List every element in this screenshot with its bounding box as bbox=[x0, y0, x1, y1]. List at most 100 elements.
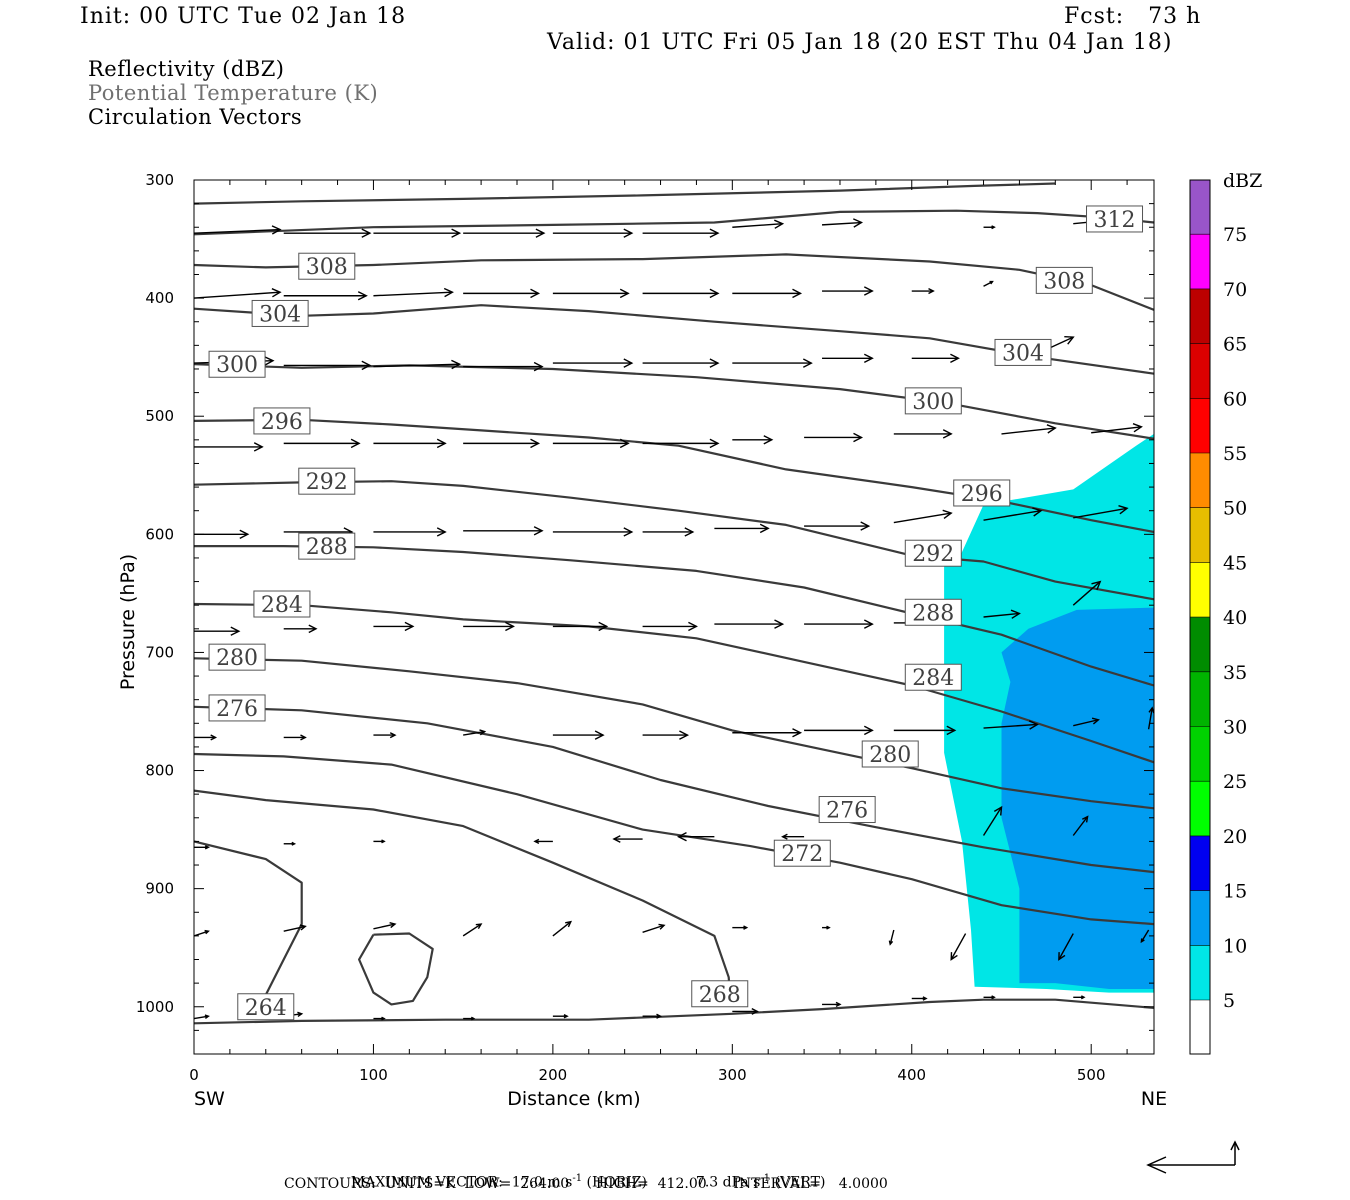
vector-head bbox=[863, 619, 874, 629]
circulation-vector bbox=[283, 360, 372, 371]
circulation-vector bbox=[804, 619, 874, 629]
contour-label-box bbox=[904, 663, 962, 691]
contour-label-box bbox=[253, 590, 311, 618]
contour-label-box bbox=[904, 598, 962, 626]
vector-head bbox=[1140, 938, 1145, 944]
colorbar-tick-label: 30 bbox=[1223, 717, 1247, 739]
colorbar-tick-label: 75 bbox=[1223, 224, 1247, 246]
contour-label-box bbox=[251, 299, 309, 327]
vector-head bbox=[535, 228, 546, 238]
vector-head bbox=[436, 527, 447, 537]
vector-head bbox=[291, 841, 297, 846]
vector-head bbox=[470, 1016, 476, 1021]
contour-label-box bbox=[1035, 266, 1093, 294]
contour-label-box bbox=[1086, 205, 1144, 233]
vector-head bbox=[991, 995, 996, 1000]
circulation-vector bbox=[193, 288, 282, 299]
contour-label: 284 bbox=[904, 663, 962, 691]
vector-head bbox=[264, 356, 275, 366]
vector-shaft bbox=[193, 228, 281, 234]
y-tick-label: 400 bbox=[145, 289, 174, 307]
circulation-vector bbox=[463, 1016, 476, 1021]
contour-label-box bbox=[861, 740, 919, 768]
vector-shaft bbox=[1058, 933, 1074, 960]
circulation-vector bbox=[283, 734, 307, 741]
reference-vector-vert-head bbox=[1230, 1140, 1240, 1151]
colorbar-bin-35 bbox=[1190, 617, 1210, 672]
vector-head bbox=[533, 838, 540, 845]
axes-layer: 0 100 200 300 400 500 300 400 500 600 700 800 900 100… bbox=[117, 171, 1167, 1110]
circulation-vector bbox=[552, 438, 630, 449]
vector-shaft bbox=[373, 291, 453, 297]
vector-head bbox=[271, 288, 282, 298]
circulation-vector bbox=[983, 609, 1021, 619]
contour-label-text: 276 bbox=[216, 697, 258, 722]
contour-label-box bbox=[953, 479, 1011, 507]
circulation-vector bbox=[1072, 815, 1089, 836]
contour-label: 280 bbox=[208, 643, 266, 671]
contour-label-text: 304 bbox=[1002, 341, 1044, 366]
circulation-vector bbox=[911, 287, 935, 295]
field-reflectivity: Reflectivity (dBZ) bbox=[88, 57, 285, 81]
vector-head bbox=[350, 438, 361, 449]
colorbar-bin-70 bbox=[1190, 234, 1210, 289]
circulation-vector bbox=[463, 288, 541, 299]
circulation-vector bbox=[373, 732, 397, 739]
colorbar-bin-60 bbox=[1190, 343, 1210, 399]
circulation-vector bbox=[373, 621, 415, 632]
x-end-label-sw: SW bbox=[194, 1088, 225, 1110]
contour-label-text: 304 bbox=[259, 302, 301, 327]
contour-label: 292 bbox=[298, 467, 356, 495]
colorbar-tick-label: 10 bbox=[1223, 935, 1247, 957]
colorbar-bin-75 bbox=[1190, 179, 1210, 235]
vector-head bbox=[792, 728, 803, 738]
max-vector-horiz: 17.0 m s bbox=[511, 1174, 573, 1191]
vector-head bbox=[533, 361, 544, 372]
colorbar-bin-65 bbox=[1190, 288, 1210, 344]
circulation-vector bbox=[463, 438, 541, 449]
circulation-vector bbox=[462, 923, 483, 937]
circulation-vector bbox=[283, 291, 368, 301]
theta-contour-300 bbox=[193, 363, 1155, 440]
vector-head bbox=[942, 429, 953, 439]
vector-head bbox=[1091, 580, 1102, 591]
circulation-vector bbox=[373, 1016, 386, 1021]
circulation-vector bbox=[983, 280, 994, 287]
vector-head bbox=[297, 1011, 304, 1017]
circulation-vector bbox=[893, 509, 953, 524]
circulation-vector bbox=[283, 438, 361, 449]
vector-shaft bbox=[893, 512, 952, 524]
contour-label-box bbox=[691, 980, 749, 1008]
init-time: Init: 00 UTC Tue 02 Jan 18 bbox=[80, 4, 407, 29]
vector-head bbox=[300, 734, 307, 741]
circulation-vector bbox=[732, 1007, 759, 1015]
vector-head bbox=[835, 1001, 842, 1008]
vector-shaft bbox=[1001, 427, 1056, 435]
circulation-vector bbox=[822, 353, 874, 364]
vector-shaft bbox=[1072, 816, 1089, 836]
theta-contour-268 bbox=[358, 932, 434, 1006]
circulation-vector bbox=[642, 438, 720, 449]
vector-head bbox=[505, 621, 515, 632]
circulation-vector bbox=[194, 626, 241, 636]
circulation-vector bbox=[983, 995, 996, 1000]
vector-head bbox=[763, 435, 774, 445]
vector-head bbox=[922, 996, 928, 1001]
vector-head bbox=[361, 360, 372, 371]
circulation-vector bbox=[193, 225, 282, 235]
colorbar-tick-label: 55 bbox=[1223, 443, 1247, 465]
circulation-vector bbox=[463, 526, 544, 536]
vector-shaft bbox=[193, 291, 281, 299]
vector-head bbox=[1148, 706, 1155, 714]
circulation-vector bbox=[373, 922, 397, 930]
contour-label-text: 300 bbox=[912, 390, 954, 415]
circulation-vector bbox=[1001, 424, 1057, 435]
theta-contour-276 bbox=[193, 705, 1155, 874]
contour-label-box bbox=[253, 407, 311, 435]
vector-head bbox=[1080, 995, 1086, 1000]
y-tick-label: 1000 bbox=[136, 998, 174, 1016]
vector-head bbox=[598, 621, 609, 632]
vector-head bbox=[443, 287, 454, 298]
vector-head bbox=[853, 432, 864, 443]
